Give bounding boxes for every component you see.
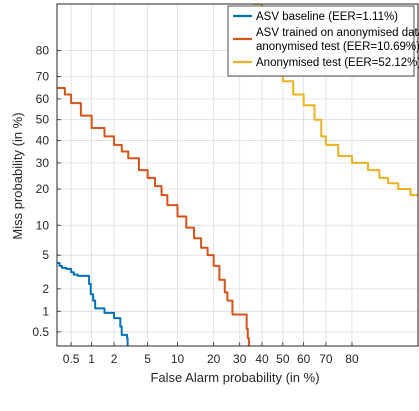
series-line-1 [57,261,129,346]
x-tick-label: 70 [319,352,333,366]
y-axis-label: Miss probability (in %) [10,112,25,239]
y-tick-label: 70 [36,70,50,84]
x-tick-label: 1 [88,352,95,366]
x-tick-label: 40 [255,352,269,366]
y-tick-label: 50 [36,113,50,127]
y-tick-label: 2 [42,282,49,296]
y-tick-label: 1 [42,304,49,318]
y-tick-label: 60 [36,92,50,106]
x-tick-label: 30 [233,352,247,366]
y-tick-label: 40 [36,134,50,148]
x-tick-label: 2 [111,352,118,366]
grid-lines [57,4,418,346]
x-tick-label: 60 [297,352,311,366]
x-tick-label: 0.5 [63,352,80,366]
y-tick-label: 20 [36,182,50,196]
legend-box [227,5,415,77]
series-line-2 [57,86,250,346]
plot-frame [56,3,419,347]
x-tick-label: 5 [144,352,151,366]
y-tick-label: 0.5 [32,325,49,339]
x-tick-label: 80 [345,352,359,366]
x-tick-label: 20 [207,352,221,366]
x-tick-label: 50 [276,352,290,366]
tick-labels: 0.5 1 2 5 10 20 30 40 50 60 70 80 0.5 1 2 5 10 20 30 40 50 60… [32,43,359,366]
legend-label-3: Anonymised test (EER=52.12%) [256,57,419,69]
y-tick-label: 80 [36,43,50,57]
y-tick-label: 10 [36,218,50,232]
legend-label-1: ASV baseline (EER=1.11%) [256,11,398,23]
x-tick-label: 10 [171,352,185,366]
x-axis-label: False Alarm probability (in %) [150,370,319,385]
y-tick-label: 5 [42,248,49,262]
legend: ASV baseline (EER=1.11%) ASV trained on a… [227,5,419,77]
y-tick-label: 30 [36,156,50,170]
legend-label-2: ASV trained on anonymised data, anonymise… [256,27,419,53]
